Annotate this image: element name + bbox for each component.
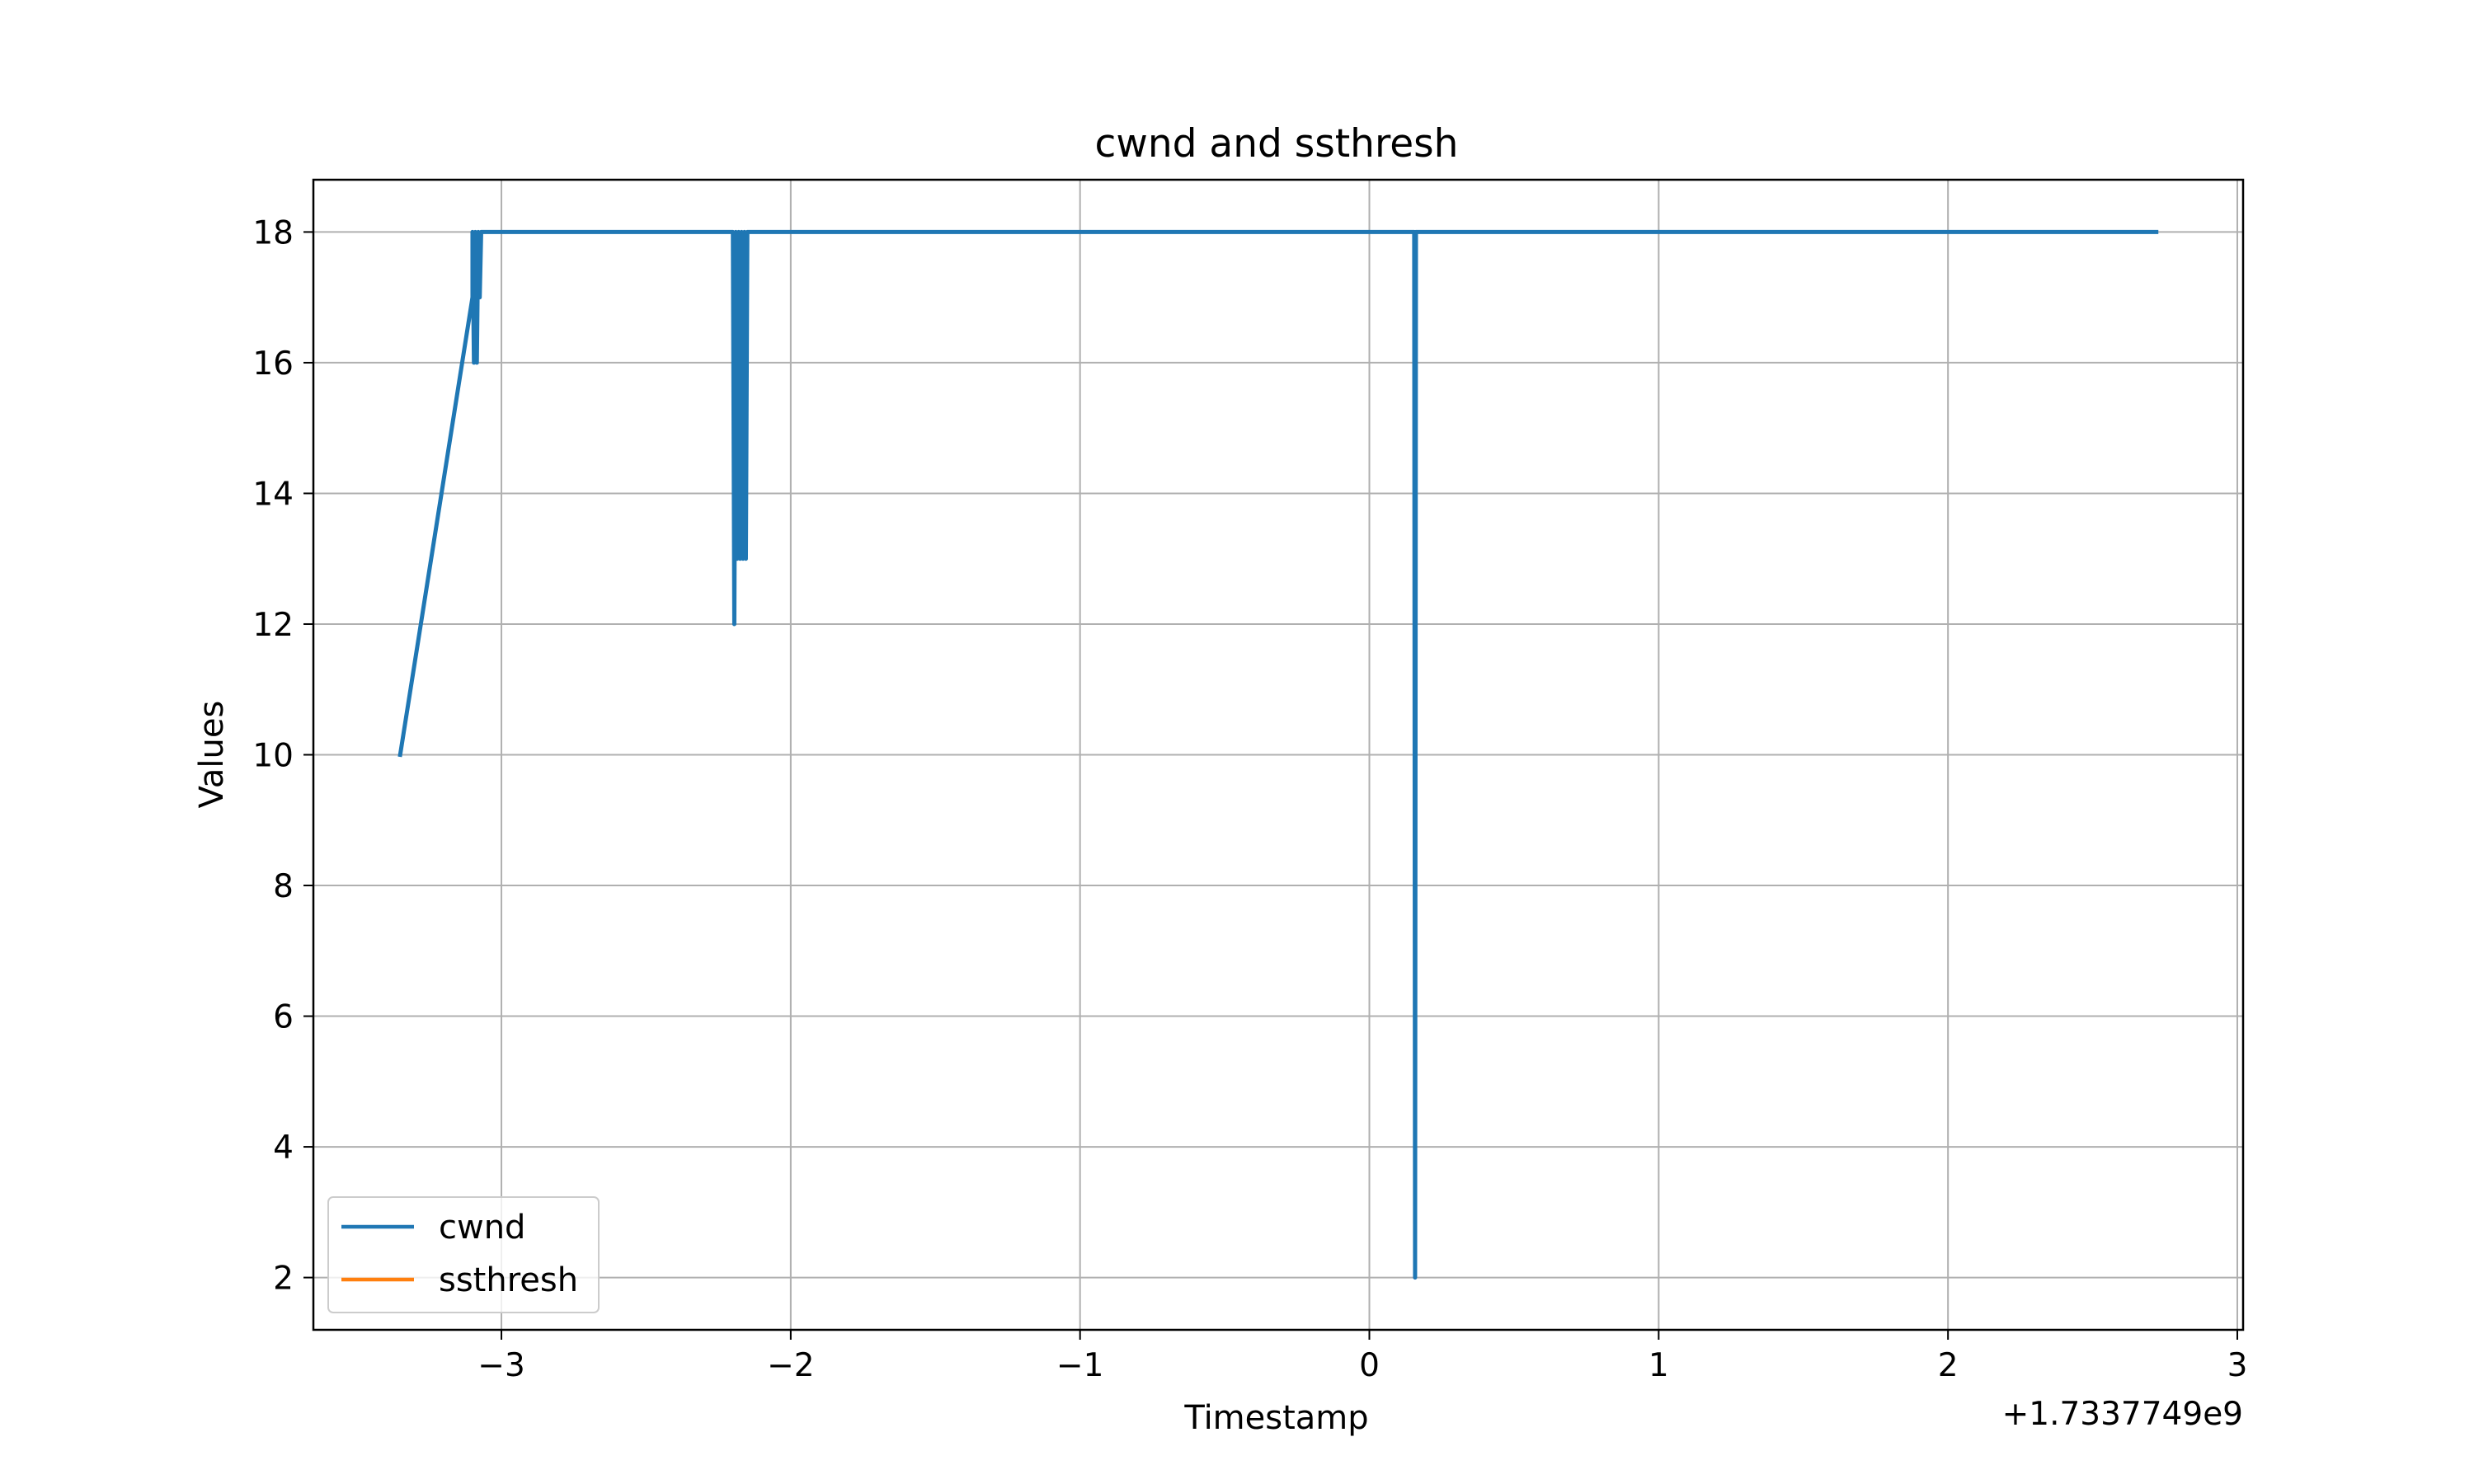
x-tick-label: 1 (1649, 1347, 1669, 1384)
x-tick-label: −2 (767, 1347, 815, 1384)
x-tick-label: 3 (2227, 1347, 2248, 1384)
x-axis-offset-label: +1.7337749e9 (2002, 1396, 2243, 1433)
y-tick-label: 12 (252, 607, 294, 644)
y-tick-label: 14 (252, 476, 294, 513)
series-layer (397, 229, 2159, 1280)
y-tick-label: 18 (252, 214, 294, 251)
y-tick-label: 2 (273, 1261, 294, 1298)
x-tick-label: 2 (1938, 1347, 1959, 1384)
y-tick-label: 6 (273, 999, 294, 1036)
x-axis-label: Timestamp (1183, 1399, 1368, 1437)
legend-label-cwnd: cwnd (439, 1209, 525, 1247)
legend-label-ssthresh: ssthresh (439, 1261, 578, 1299)
series-line-cwnd (397, 229, 2159, 1280)
y-axis-label: Values (193, 701, 231, 809)
x-axis: −3 −2 −1 0 1 2 3 (477, 1330, 2247, 1384)
x-tick-label: −1 (1056, 1347, 1104, 1384)
y-tick-label: 8 (273, 868, 294, 905)
grid (313, 180, 2243, 1330)
y-tick-label: 4 (273, 1129, 294, 1167)
y-tick-label: 16 (252, 345, 294, 383)
legend: cwnd ssthresh (327, 1196, 600, 1313)
x-tick-label: 0 (1359, 1347, 1380, 1384)
chart-title: cwnd and ssthresh (1095, 121, 1459, 167)
y-tick-label: 10 (252, 738, 294, 775)
x-tick-label: −3 (477, 1347, 525, 1384)
y-axis: 2 4 6 8 10 12 14 16 18 (252, 214, 313, 1298)
